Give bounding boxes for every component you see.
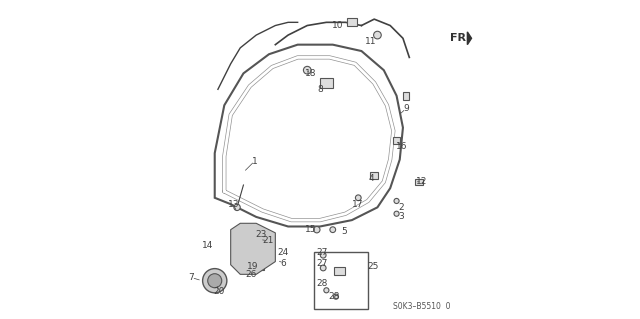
Text: 6: 6 <box>280 259 286 268</box>
Text: 17: 17 <box>352 200 364 209</box>
Circle shape <box>208 274 221 288</box>
Text: 10: 10 <box>332 21 344 30</box>
Text: 15: 15 <box>305 225 316 234</box>
Text: 12: 12 <box>417 177 428 186</box>
Text: 14: 14 <box>202 241 213 250</box>
Text: 7: 7 <box>189 273 195 282</box>
Circle shape <box>394 198 399 204</box>
Text: 20: 20 <box>213 287 225 296</box>
Text: 27: 27 <box>316 259 327 268</box>
Text: 24: 24 <box>278 248 289 256</box>
Text: 4: 4 <box>368 174 374 183</box>
Text: 9: 9 <box>403 104 409 113</box>
Text: 13: 13 <box>227 200 239 209</box>
Circle shape <box>303 66 311 74</box>
Text: 11: 11 <box>365 37 377 46</box>
Text: S0K3–B5510  0: S0K3–B5510 0 <box>394 302 451 311</box>
Text: 23: 23 <box>255 230 267 239</box>
Circle shape <box>320 265 326 271</box>
Text: 25: 25 <box>367 262 378 271</box>
Bar <box>253 233 266 252</box>
Circle shape <box>330 227 335 233</box>
Text: 18: 18 <box>305 69 316 78</box>
Circle shape <box>355 195 361 201</box>
Text: 28: 28 <box>328 292 339 301</box>
Text: 19: 19 <box>247 262 259 271</box>
Text: 16: 16 <box>396 142 408 151</box>
Text: 26: 26 <box>245 270 257 279</box>
Bar <box>255 260 264 270</box>
Circle shape <box>324 288 329 293</box>
Circle shape <box>250 262 256 268</box>
Circle shape <box>394 211 399 216</box>
Text: 27: 27 <box>316 248 327 256</box>
Circle shape <box>320 252 326 258</box>
Text: FR.: FR. <box>450 33 470 43</box>
Text: 3: 3 <box>399 212 404 221</box>
Circle shape <box>314 226 320 233</box>
Text: 1: 1 <box>252 157 257 166</box>
Text: 21: 21 <box>262 236 274 245</box>
Bar <box>347 18 356 26</box>
Bar <box>394 137 400 144</box>
Circle shape <box>203 269 227 293</box>
Bar <box>371 172 378 179</box>
Text: 2: 2 <box>399 203 404 212</box>
Bar <box>403 92 410 100</box>
Bar <box>243 239 251 252</box>
Text: 8: 8 <box>317 85 323 94</box>
Circle shape <box>234 204 240 211</box>
Circle shape <box>374 31 381 39</box>
Circle shape <box>333 294 339 299</box>
Text: 5: 5 <box>341 227 347 236</box>
Bar <box>320 78 333 88</box>
Bar <box>333 267 345 275</box>
Bar <box>314 252 368 309</box>
Text: 28: 28 <box>316 279 327 288</box>
Polygon shape <box>230 223 275 274</box>
Bar <box>415 179 423 185</box>
Polygon shape <box>467 32 472 45</box>
